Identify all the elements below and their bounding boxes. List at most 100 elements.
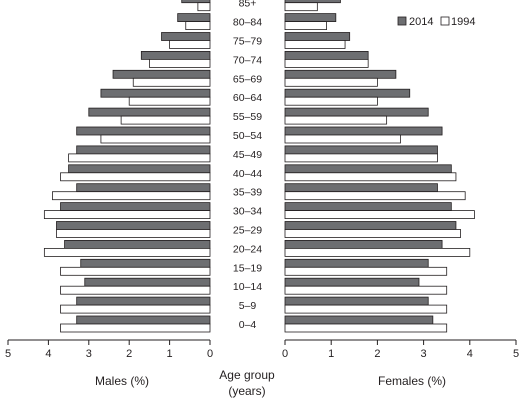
male-axis-tick-label: 3 xyxy=(86,348,92,360)
bar-male-1994-55–59 xyxy=(120,115,211,125)
female-axis-tick-label: 4 xyxy=(467,348,473,360)
bar-male-1994-85+ xyxy=(197,2,211,12)
bar-female-1994-70–74 xyxy=(284,59,369,68)
bar-male-1994-30–34 xyxy=(43,210,211,220)
bar-female-2014-0–4 xyxy=(284,315,434,325)
age-axis-title-line2: (years) xyxy=(228,384,265,398)
bar-female-1994-25–29 xyxy=(284,229,461,238)
bar-male-1994-65–69 xyxy=(132,77,211,87)
legend-label-2014: 2014 xyxy=(409,16,433,28)
legend: 2014 1994 xyxy=(397,16,475,28)
age-group-labels: 0–4 5–9 10–14 15–19 20–24 25–29 30–34 35–39 40–4… xyxy=(233,0,262,331)
bar-female-1994-55–59 xyxy=(284,115,388,125)
bar-female-1994-35–39 xyxy=(284,191,466,201)
bar-female-2014-35–39 xyxy=(284,183,438,193)
bar-male-2014-75–79 xyxy=(161,32,211,41)
bar-female-2014-30–34 xyxy=(284,202,452,212)
bar-female-1994-85+ xyxy=(284,2,318,12)
bar-male-2014-0–4 xyxy=(76,315,211,325)
age-axis-title-line1: Age group xyxy=(219,368,275,382)
bar-male-2014-15–19 xyxy=(80,258,211,268)
bar-female-1994-75–79 xyxy=(284,40,346,49)
bar-male-2014-30–34 xyxy=(60,202,211,212)
bar-female-1994-20–24 xyxy=(284,247,471,257)
age-group-label: 30–34 xyxy=(233,206,262,218)
bar-male-1994-20–24 xyxy=(43,247,211,257)
age-group-label: 60–64 xyxy=(233,92,262,104)
age-group-label: 0–4 xyxy=(239,319,257,331)
bar-male-1994-50–54 xyxy=(100,134,211,144)
bar-female-2014-40–44 xyxy=(284,164,452,174)
bar-male-1994-5–9 xyxy=(60,304,211,314)
bar-male-2014-85+ xyxy=(181,0,211,4)
bar-female-2014-75–79 xyxy=(284,32,351,41)
males-axis-title: Males (%) xyxy=(95,374,149,388)
bar-male-2014-35–39 xyxy=(76,183,211,193)
bar-female-2014-65–69 xyxy=(284,69,397,79)
bar-male-1994-45–49 xyxy=(68,153,211,163)
bar-male-2014-65–69 xyxy=(112,69,211,79)
bar-male-2014-45–49 xyxy=(76,145,211,155)
bar-male-1994-60–64 xyxy=(128,96,211,106)
bar-male-2014-25–29 xyxy=(56,221,211,230)
female-axis-tick-label: 0 xyxy=(282,348,288,360)
legend-swatch-2014 xyxy=(397,16,407,26)
age-group-label: 50–54 xyxy=(233,130,262,142)
bar-female-2014-70–74 xyxy=(284,51,369,60)
bar-female-2014-25–29 xyxy=(284,221,457,230)
bar-female-1994-40–44 xyxy=(284,172,457,182)
bar-female-1994-15–19 xyxy=(284,266,448,276)
bar-female-1994-60–64 xyxy=(284,96,378,106)
bar-male-2014-55–59 xyxy=(88,107,211,117)
legend-swatch-1994 xyxy=(440,16,450,26)
bar-female-2014-50–54 xyxy=(284,126,443,136)
bar-female-2014-55–59 xyxy=(284,107,429,117)
age-group-label: 40–44 xyxy=(233,168,262,180)
male-axis-tick-label: 4 xyxy=(45,348,51,360)
age-group-label: 55–59 xyxy=(233,111,262,123)
age-group-label: 5–9 xyxy=(239,300,257,312)
bar-male-1994-40–44 xyxy=(60,172,211,182)
bar-male-2014-80–84 xyxy=(177,13,211,23)
bar-female-2014-85+ xyxy=(284,0,341,4)
bar-male-1994-25–29 xyxy=(56,229,211,238)
bar-female-1994-45–49 xyxy=(284,153,438,163)
age-group-label: 75–79 xyxy=(233,36,262,48)
bar-female-2014-80–84 xyxy=(284,13,337,23)
axes-layer: 0 0 1 1 2 2 3 3 4 4 5 5 xyxy=(5,339,519,360)
bar-female-1994-65–69 xyxy=(284,77,378,87)
bar-female-2014-60–64 xyxy=(284,88,411,98)
age-group-label: 65–69 xyxy=(233,73,262,85)
bar-female-2014-5–9 xyxy=(284,296,429,306)
male-axis-tick-label: 1 xyxy=(167,348,173,360)
bar-female-1994-5–9 xyxy=(284,304,448,314)
bar-female-1994-10–14 xyxy=(284,285,448,295)
bar-female-2014-20–24 xyxy=(284,239,443,249)
bar-male-1994-0–4 xyxy=(60,323,211,333)
male-axis-tick-label: 0 xyxy=(207,348,213,360)
bar-female-2014-45–49 xyxy=(284,145,438,155)
bar-male-2014-10–14 xyxy=(84,277,211,287)
bar-male-2014-5–9 xyxy=(76,296,211,306)
age-group-label: 15–19 xyxy=(233,262,262,274)
bar-male-1994-80–84 xyxy=(185,21,211,31)
bar-male-1994-35–39 xyxy=(52,191,211,201)
female-axis-tick-label: 3 xyxy=(421,348,427,360)
age-group-label: 45–49 xyxy=(233,149,262,161)
bar-female-1994-80–84 xyxy=(284,21,327,31)
bar-male-2014-40–44 xyxy=(68,164,211,174)
bar-male-2014-20–24 xyxy=(64,239,211,249)
bar-female-2014-15–19 xyxy=(284,258,429,268)
bar-male-2014-60–64 xyxy=(100,88,211,98)
bar-male-1994-70–74 xyxy=(148,59,211,68)
bar-male-1994-15–19 xyxy=(60,266,211,276)
female-axis-tick-label: 2 xyxy=(374,348,380,360)
age-group-label: 70–74 xyxy=(233,54,262,66)
age-group-label: 25–29 xyxy=(233,225,262,237)
bar-male-1994-75–79 xyxy=(169,40,211,49)
female-axis-tick-label: 1 xyxy=(328,348,334,360)
male-axis-tick-label: 2 xyxy=(126,348,132,360)
bar-female-2014-10–14 xyxy=(284,277,420,287)
female-axis-tick-label: 5 xyxy=(513,348,519,360)
age-group-label: 35–39 xyxy=(233,187,262,199)
